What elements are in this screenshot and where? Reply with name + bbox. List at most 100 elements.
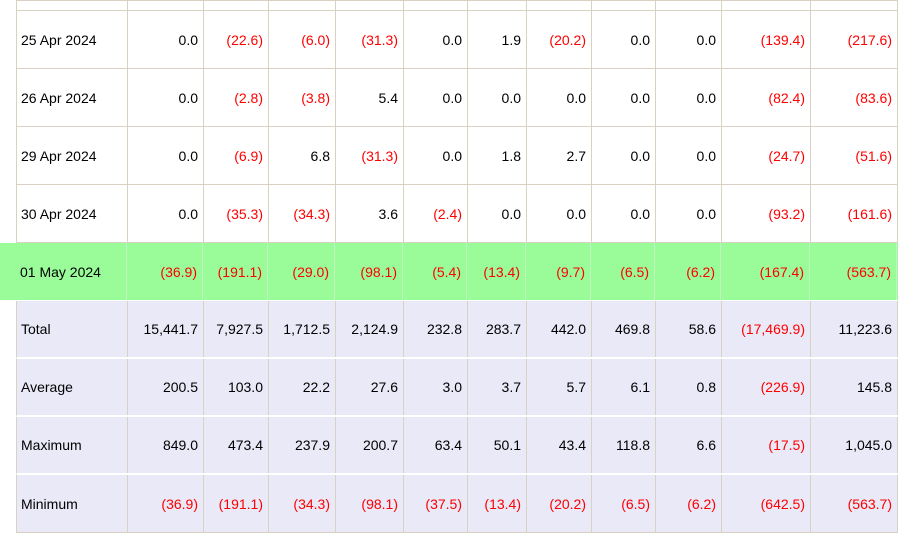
value-cell: 473.4	[204, 417, 269, 473]
row-label: Maximum	[17, 417, 128, 473]
value-cell: (642.5)	[722, 475, 811, 532]
value-cell: 145.8	[811, 359, 898, 415]
value-cell: 0.0	[128, 11, 204, 68]
report-table-body: 25 Apr 2024 0.0 (22.6) (6.0) (31.3) 0.0 1.9 (20…	[0, 11, 898, 533]
value-cell: (17.5)	[722, 417, 811, 473]
value-cell: (35.3)	[204, 185, 269, 242]
value-cell: (13.4)	[467, 243, 526, 300]
value-cell: (83.6)	[811, 69, 898, 126]
table-row: Maximum 849.0 473.4 237.9 200.7 63.4 50.1 43.4 1…	[16, 417, 898, 475]
value-cell: 27.6	[336, 359, 404, 415]
value-cell: (98.1)	[336, 475, 404, 532]
row-label: 01 May 2024	[16, 243, 127, 300]
value-cell: (98.1)	[335, 243, 403, 300]
table-row: Total 15,441.7 7,927.5 1,712.5 2,124.9 232.8 2…	[16, 301, 898, 359]
value-cell: 15,441.7	[128, 301, 204, 357]
value-cell: 0.0	[592, 69, 656, 126]
value-cell: (82.4)	[722, 69, 811, 126]
row-label: Total	[17, 301, 128, 357]
value-cell: 232.8	[404, 301, 468, 357]
value-cell: 0.0	[592, 11, 656, 68]
empty-cell	[722, 1, 811, 10]
row-label: 29 Apr 2024	[17, 127, 128, 184]
table-row[interactable]: 29 Apr 2024 0.0 (6.9) 6.8 (31.3) 0.0 1.8 2.7 0.0…	[16, 127, 898, 185]
value-cell: 442.0	[527, 301, 592, 357]
value-cell: (6.2)	[656, 475, 722, 532]
empty-cell	[468, 1, 527, 10]
value-cell: 1.8	[468, 127, 527, 184]
value-cell: 0.0	[656, 69, 722, 126]
value-cell: (6.5)	[592, 475, 656, 532]
value-cell: (17,469.9)	[722, 301, 811, 357]
value-cell: (161.6)	[811, 185, 898, 242]
value-cell: 0.0	[404, 69, 468, 126]
table-row[interactable]: 26 Apr 2024 0.0 (2.8) (3.8) 5.4 0.0 0.0 0.0 0.0 0…	[16, 69, 898, 127]
value-cell: 849.0	[128, 417, 204, 473]
value-cell: (6.0)	[269, 11, 336, 68]
value-cell: (34.3)	[269, 185, 336, 242]
value-cell: (167.4)	[721, 243, 810, 300]
value-cell: 2.7	[527, 127, 592, 184]
empty-cell	[204, 1, 269, 10]
table-row[interactable]: 25 Apr 2024 0.0 (22.6) (6.0) (31.3) 0.0 1.9 (20…	[16, 11, 898, 69]
value-cell: (6.2)	[655, 243, 721, 300]
value-cell: 0.0	[468, 185, 527, 242]
value-cell: 0.0	[656, 127, 722, 184]
value-cell: (20.2)	[527, 11, 592, 68]
value-cell: (20.2)	[527, 475, 592, 532]
value-cell: 1,045.0	[811, 417, 898, 473]
empty-cell	[336, 1, 404, 10]
value-cell: 6.8	[269, 127, 336, 184]
value-cell: 0.0	[128, 69, 204, 126]
row-label: 30 Apr 2024	[17, 185, 128, 242]
value-cell: (2.8)	[204, 69, 269, 126]
empty-cell	[17, 1, 128, 10]
value-cell: 3.0	[404, 359, 468, 415]
table-row-clipped	[16, 0, 898, 11]
value-cell: 0.0	[527, 185, 592, 242]
value-cell: 3.7	[468, 359, 527, 415]
value-cell: 0.8	[656, 359, 722, 415]
value-cell: (191.1)	[204, 475, 269, 532]
value-cell: (139.4)	[722, 11, 811, 68]
value-cell: 3.6	[336, 185, 404, 242]
value-cell: 43.4	[527, 417, 592, 473]
empty-cell	[269, 1, 336, 10]
empty-cell	[128, 1, 204, 10]
value-cell: 22.2	[269, 359, 336, 415]
table-row[interactable]: 30 Apr 2024 0.0 (35.3) (34.3) 3.6 (2.4) 0.0 0.0…	[16, 185, 898, 243]
row-label: Minimum	[17, 475, 128, 532]
value-cell: (9.7)	[526, 243, 591, 300]
value-cell: 283.7	[468, 301, 527, 357]
value-cell: (36.9)	[127, 243, 203, 300]
value-cell: (3.8)	[269, 69, 336, 126]
empty-cell	[404, 1, 468, 10]
value-cell: 200.7	[336, 417, 404, 473]
value-cell: 1,712.5	[269, 301, 336, 357]
value-cell: 5.7	[527, 359, 592, 415]
value-cell: (217.6)	[811, 11, 898, 68]
value-cell: (563.7)	[810, 243, 897, 300]
value-cell: 0.0	[468, 69, 527, 126]
value-cell: (2.4)	[404, 185, 468, 242]
value-cell: 6.6	[656, 417, 722, 473]
row-label: Average	[17, 359, 128, 415]
empty-cell	[811, 1, 898, 10]
value-cell: 63.4	[404, 417, 468, 473]
value-cell: (31.3)	[336, 11, 404, 68]
row-label: 26 Apr 2024	[17, 69, 128, 126]
value-cell: (226.9)	[722, 359, 811, 415]
value-cell: (6.5)	[591, 243, 655, 300]
value-cell: 0.0	[656, 11, 722, 68]
empty-cell	[527, 1, 592, 10]
value-cell: 0.0	[656, 185, 722, 242]
value-cell: 0.0	[404, 127, 468, 184]
value-cell: 200.5	[128, 359, 204, 415]
value-cell: 58.6	[656, 301, 722, 357]
table-row[interactable]: 01 May 2024 (36.9) (191.1) (29.0) (98.1) (5.4…	[0, 243, 898, 301]
value-cell: 7,927.5	[204, 301, 269, 357]
value-cell: 237.9	[269, 417, 336, 473]
row-label: 25 Apr 2024	[17, 11, 128, 68]
value-cell: (37.5)	[404, 475, 468, 532]
value-cell: 0.0	[128, 127, 204, 184]
